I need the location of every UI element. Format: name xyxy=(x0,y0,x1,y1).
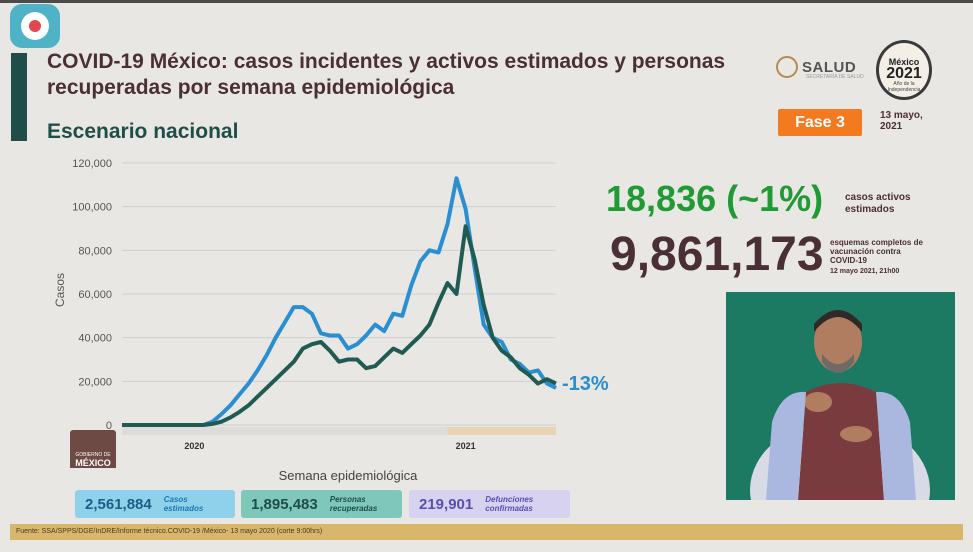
vaccination-label: esquemas completos de vacunación contra … xyxy=(830,238,923,265)
page-subtitle: Escenario nacional xyxy=(47,120,239,143)
salud-logo-small: SECRETARÍA DE SALUD xyxy=(806,74,864,80)
summary-value: 1,895,483 xyxy=(251,495,318,513)
source-footer: Fuente: SSA/SPPS/DGE/InDRE/Informe técni… xyxy=(10,524,963,540)
summary-label: Casos estimados xyxy=(163,495,204,513)
y-tick-label: 0 xyxy=(106,420,112,432)
series-line-incident xyxy=(122,176,557,427)
eagle-seal-icon xyxy=(776,56,798,78)
watermark-line2: MÉXICO xyxy=(70,458,116,468)
phase-badge: Fase 3 xyxy=(778,109,862,136)
y-tick-label: 40,000 xyxy=(78,333,112,345)
sign-language-interpreter-video xyxy=(726,292,955,500)
badge-line2: 2021 xyxy=(886,65,922,82)
week-strip xyxy=(122,427,556,435)
summary-label: Defunciones confirmadas xyxy=(485,495,534,513)
year-label: 2020 xyxy=(184,441,204,451)
y-tick-label: 120,000 xyxy=(72,158,112,170)
x-axis-week-strip xyxy=(122,427,556,435)
page-title: COVID-19 México: casos incidentes y acti… xyxy=(47,50,726,99)
summary-recovered: 1,895,483 Personas recuperadas xyxy=(241,490,402,518)
y-tick-label: 100,000 xyxy=(72,202,112,214)
summary-value: 219,901 xyxy=(419,495,474,513)
y-tick-label: 60,000 xyxy=(78,289,112,301)
week-strip-2021 xyxy=(447,427,556,435)
summary-estimated-cases: 2,561,884 Casos estimados xyxy=(75,490,235,518)
cases-line-chart: 020,00040,00060,00080,000100,000120,000 … xyxy=(53,158,609,483)
y-tick-label: 80,000 xyxy=(78,245,112,257)
gobierno-seal-icon xyxy=(70,430,116,452)
y-tick-label: 20,000 xyxy=(78,376,112,388)
active-cases-label: casos activos estimados xyxy=(845,192,911,215)
vaccination-value: 9,861,173 xyxy=(610,228,824,281)
summary-value: 2,561,884 xyxy=(85,495,152,513)
mexico-2021-badge: México 2021 Año de la Independencia xyxy=(876,40,932,100)
chart-gridlines xyxy=(122,162,556,426)
series-line-active xyxy=(122,224,557,427)
title-accent-bar xyxy=(11,53,27,141)
y-axis-ticks: 0 20,000 40,000 60,000 80,000 100,000 120,000 xyxy=(72,158,112,432)
y-axis-label: Casos xyxy=(53,273,67,307)
badge-line1: México xyxy=(888,57,920,67)
gobierno-watermark: GOBIERNO DE MÉXICO xyxy=(70,430,116,468)
report-date: 13 mayo, 2021 xyxy=(880,110,923,132)
badge-line3: Año de la Independencia xyxy=(887,81,921,93)
interpreter-figure-icon xyxy=(750,310,930,500)
salud-logo: SALUD SECRETARÍA DE SALUD xyxy=(776,56,864,80)
vaccination-date: 12 mayo 2021, 21h00 xyxy=(830,268,900,275)
top-bar xyxy=(0,0,973,3)
salud-logo-name: SALUD xyxy=(802,58,857,76)
x-axis-label: Semana epidemiológica xyxy=(279,468,419,483)
watermark-line1: GOBIERNO DE xyxy=(70,452,116,458)
periscope-logo-icon[interactable] xyxy=(10,4,60,48)
summary-deaths: 219,901 Defunciones confirmadas xyxy=(409,490,570,518)
summary-label: Personas recuperadas xyxy=(329,495,378,513)
active-cases-value: 18,836 (~1%) xyxy=(606,178,824,219)
change-percent-label: -13% xyxy=(562,373,609,395)
year-label: 2021 xyxy=(456,441,476,451)
x-axis-year-labels: 2020 2021 xyxy=(184,441,475,451)
